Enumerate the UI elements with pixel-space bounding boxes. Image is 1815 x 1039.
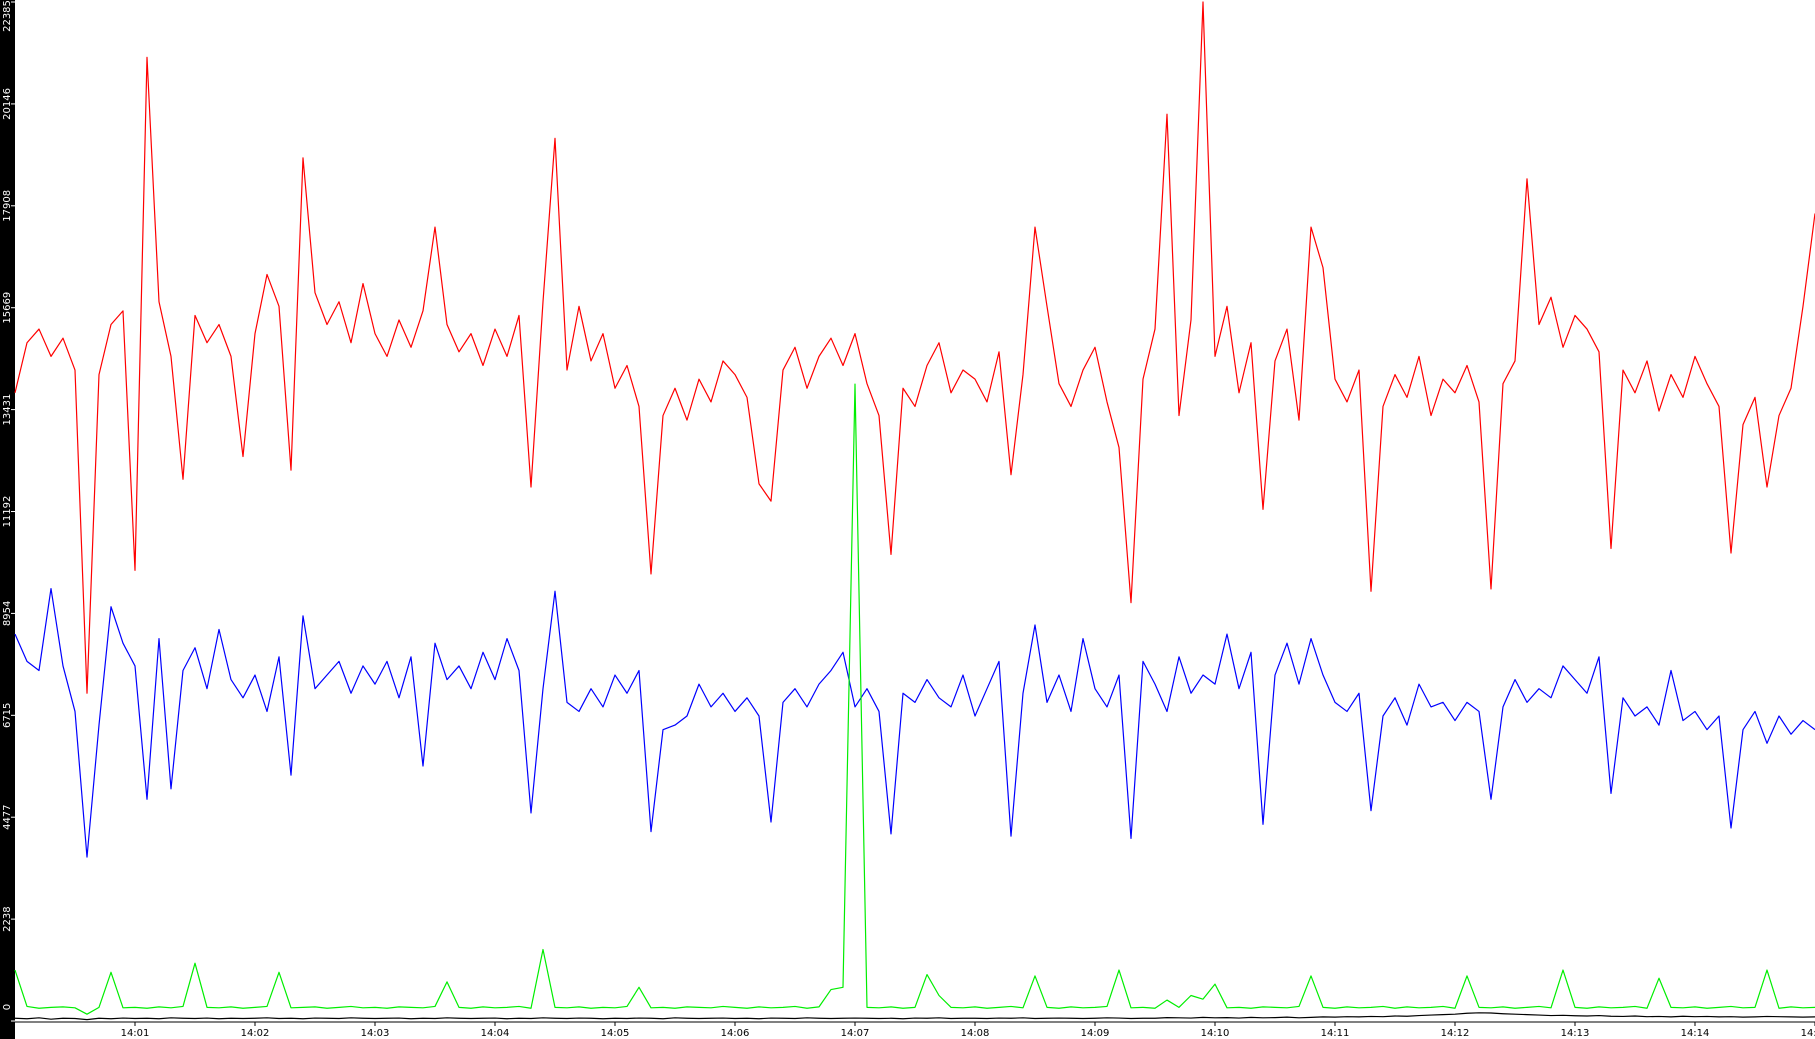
y-tick-label: 8954 [2, 601, 13, 626]
y-tick-label: 20146 [2, 88, 13, 120]
x-tick-label: 14:13 [1561, 1028, 1590, 1039]
y-tick-label: 15669 [2, 292, 13, 324]
y-tick-label: 22385 [2, 0, 13, 32]
y-tick-label: 6715 [2, 703, 13, 728]
x-tick-label: 14:09 [1081, 1028, 1110, 1039]
series-line [14, 1, 1815, 694]
y-tick-label: 2238 [2, 906, 13, 931]
y-tick-label: 0 [2, 1004, 13, 1010]
x-tick-label: 14:02 [241, 1028, 270, 1039]
x-tick-label: 14:08 [961, 1028, 990, 1039]
x-tick-label: 14:12 [1441, 1028, 1470, 1039]
series-line [14, 587, 1815, 858]
x-tick-label: 14:07 [841, 1028, 870, 1039]
x-tick-label: 14:03 [361, 1028, 390, 1039]
series-line [14, 1012, 1815, 1021]
x-tick-label: 14:01 [121, 1028, 150, 1039]
x-tick-label: 14:10 [1201, 1028, 1230, 1039]
series-line [14, 383, 1815, 1015]
x-tick-label: 14:05 [601, 1028, 630, 1039]
y-tick-label: 4477 [2, 804, 13, 829]
x-tick-label: 14:15 [1801, 1028, 1815, 1039]
x-tick-label: 14:11 [1321, 1028, 1350, 1039]
y-tick-label: 11192 [2, 496, 13, 528]
y-tick-label: 13431 [2, 394, 13, 426]
y-axis-strip [0, 0, 15, 1039]
x-tick-label: 14:06 [721, 1028, 750, 1039]
y-tick-label: 17908 [2, 190, 13, 222]
x-tick-label: 14:14 [1681, 1028, 1710, 1039]
x-tick-label: 14:04 [481, 1028, 510, 1039]
